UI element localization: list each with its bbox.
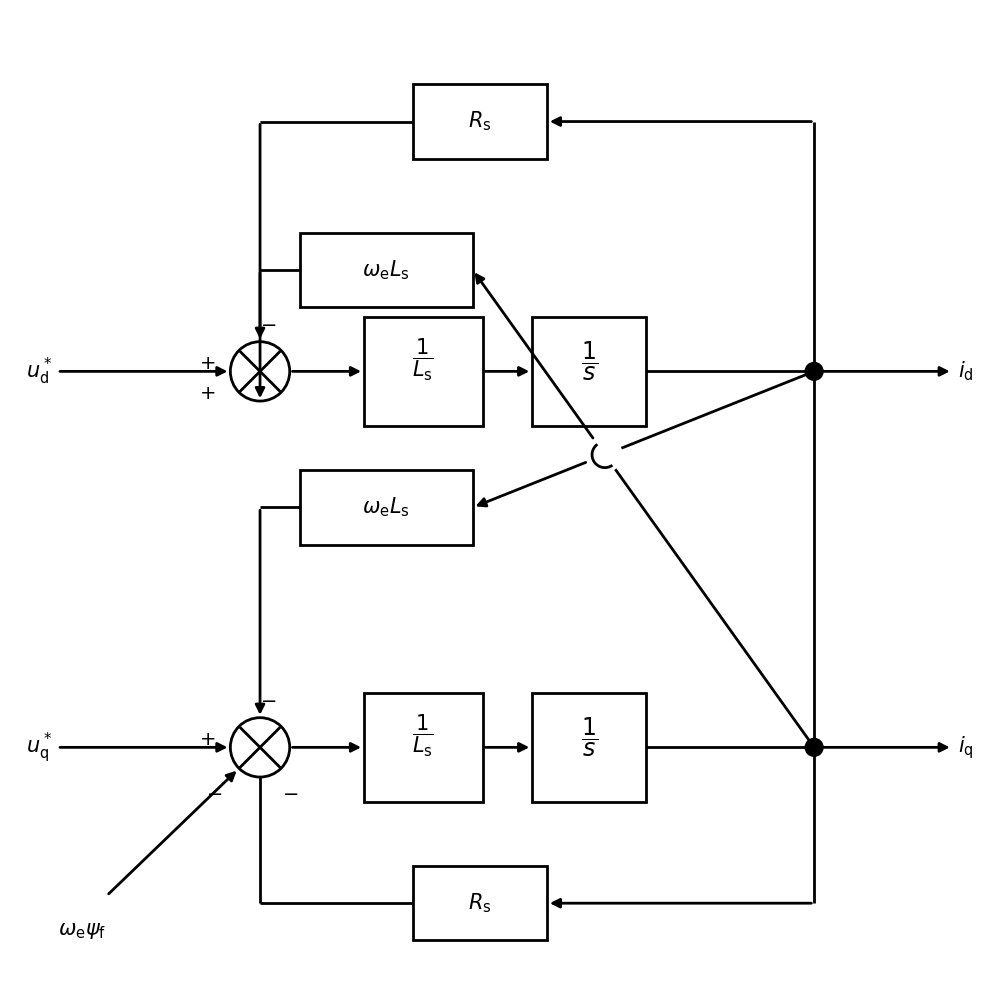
Circle shape <box>804 362 822 380</box>
Bar <box>364 317 482 426</box>
Text: $\omega_\mathrm{e}L_\mathrm{s}$: $\omega_\mathrm{e}L_\mathrm{s}$ <box>362 258 410 282</box>
Text: $-$: $-$ <box>206 783 223 802</box>
Text: $R_\mathrm{s}$: $R_\mathrm{s}$ <box>468 891 491 915</box>
Text: $\omega_\mathrm{e}\psi_\mathrm{f}$: $\omega_\mathrm{e}\psi_\mathrm{f}$ <box>58 921 106 941</box>
Bar <box>413 866 547 940</box>
Text: $i_\mathrm{q}$: $i_\mathrm{q}$ <box>956 734 972 761</box>
Text: $u_\mathrm{d}^*$: $u_\mathrm{d}^*$ <box>26 356 53 387</box>
Bar <box>299 233 472 307</box>
Text: $-$: $-$ <box>259 690 275 709</box>
Text: +: + <box>200 384 217 403</box>
Bar <box>413 84 547 159</box>
Circle shape <box>804 738 822 756</box>
Bar <box>299 470 472 545</box>
Text: $R_\mathrm{s}$: $R_\mathrm{s}$ <box>468 110 491 133</box>
Text: $\omega_\mathrm{e}L_\mathrm{s}$: $\omega_\mathrm{e}L_\mathrm{s}$ <box>362 496 410 519</box>
Bar <box>532 317 645 426</box>
Text: $u_\mathrm{q}^*$: $u_\mathrm{q}^*$ <box>26 730 53 765</box>
Bar <box>532 693 645 802</box>
Text: $-$: $-$ <box>281 783 297 802</box>
Text: +: + <box>200 730 217 749</box>
Text: $\dfrac{1}{L_\mathrm{s}}$: $\dfrac{1}{L_\mathrm{s}}$ <box>412 712 433 759</box>
Text: $i_\mathrm{d}$: $i_\mathrm{d}$ <box>956 360 972 383</box>
Text: $\dfrac{1}{s}$: $\dfrac{1}{s}$ <box>580 716 597 759</box>
Text: +: + <box>200 354 217 373</box>
Text: $\dfrac{1}{s}$: $\dfrac{1}{s}$ <box>580 340 597 383</box>
Text: $\dfrac{1}{L_\mathrm{s}}$: $\dfrac{1}{L_\mathrm{s}}$ <box>412 336 433 383</box>
Bar <box>364 693 482 802</box>
Text: $-$: $-$ <box>259 314 275 333</box>
